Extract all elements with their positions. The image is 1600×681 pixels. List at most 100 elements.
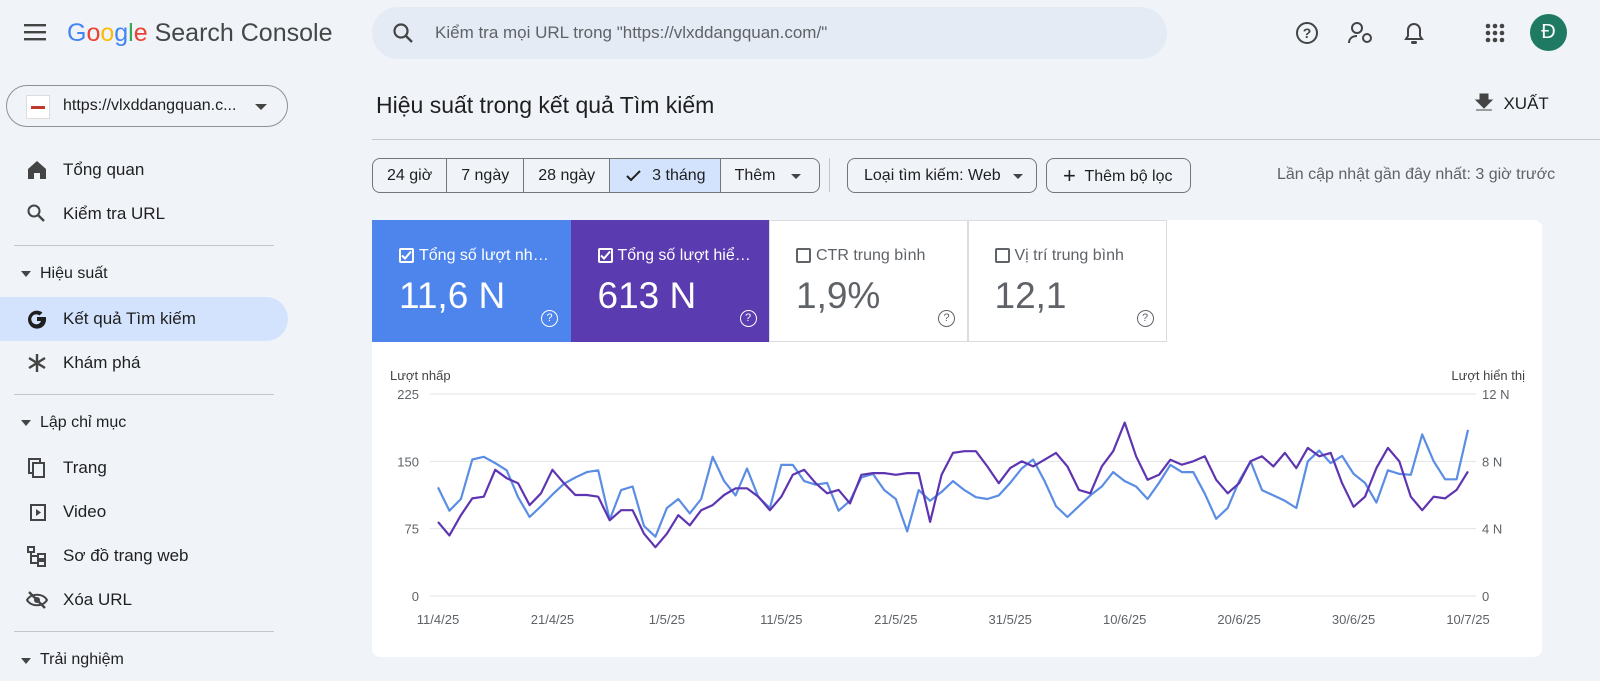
discover-icon [28, 354, 46, 372]
add-filter-button[interactable]: + Thêm bộ lọc [1046, 158, 1191, 193]
divider [372, 139, 1600, 140]
collapse-arrow[interactable] [21, 271, 31, 277]
help-icon[interactable]: ? [1136, 310, 1154, 327]
collapse-arrow[interactable] [21, 658, 31, 664]
nav-item[interactable]: Kết quả Tìm kiếm [63, 309, 196, 328]
page-title: Hiệu suất trong kết quả Tìm kiếm [376, 92, 715, 118]
series-line [437, 429, 1470, 538]
date-range-chip[interactable]: 24 giờ [373, 159, 448, 192]
y2-tick-label: 0 [1482, 589, 1489, 604]
property-url: https://vlxddangquan.c... [63, 97, 237, 114]
settings-icon[interactable] [1348, 21, 1374, 45]
google-icon [28, 310, 47, 329]
property-selector[interactable]: https://vlxddangquan.c... [6, 85, 288, 127]
x-tick-label: 21/4/25 [531, 612, 574, 627]
download-icon [1474, 93, 1494, 111]
nav-item[interactable]: Tổng quan [63, 160, 145, 179]
x-tick-label: 10/7/25 [1446, 612, 1489, 627]
last-updated: Lần cập nhật gần đây nhất: 3 giờ trước [1277, 166, 1556, 183]
y-tick-label: 225 [397, 387, 419, 402]
nav-item[interactable]: Khám phá [63, 353, 141, 372]
x-tick-label: 10/6/25 [1103, 612, 1146, 627]
active-highlight [0, 297, 288, 341]
metric-label: Tổng số lượt hiể… [617, 247, 751, 264]
nav-item[interactable]: Sơ đồ trang web [63, 546, 189, 565]
x-tick-label: 11/4/25 [417, 612, 459, 627]
section-title[interactable]: Trải nghiệm [40, 651, 124, 668]
export-button[interactable]: XUẤT [1474, 92, 1549, 114]
metric-label: Vị trí trung bình [1014, 247, 1124, 264]
check-icon [401, 250, 412, 260]
date-range-chip[interactable]: 7 ngày [447, 159, 525, 192]
sitemap-icon [27, 546, 46, 567]
y-tick-label: 75 [405, 522, 419, 537]
search-icon [27, 204, 45, 222]
date-range-chip[interactable]: 3 tháng [610, 159, 721, 192]
check-icon [626, 170, 641, 182]
metric-value: 12,1 [994, 275, 1067, 316]
notifications-icon[interactable] [1403, 21, 1425, 45]
nav-item[interactable]: Video [63, 502, 107, 521]
metric-card[interactable]: CTR trung bình 1,9%? [769, 220, 968, 342]
menu-button[interactable] [24, 22, 48, 44]
brand-letter: G [67, 19, 87, 47]
brand-letter: l [128, 19, 134, 47]
metric-card[interactable]: Tổng số lượt hiể… 613 N? [570, 220, 770, 342]
product-name: Search Console [154, 19, 333, 47]
export-label: XUẤT [1503, 94, 1549, 113]
divider [14, 245, 274, 246]
performance-chart: Lượt nhấp Lượt hiển thị 0 75 150 225 0 4 N 8 N 12… [390, 368, 1525, 627]
help-icon[interactable]: ? [739, 310, 757, 327]
metric-card[interactable]: Vị trí trung bình 12,1? [967, 220, 1167, 342]
checkbox [994, 248, 1010, 263]
help-icon[interactable]: ? [1295, 21, 1319, 45]
avatar[interactable]: Đ [1530, 14, 1567, 51]
checkbox [796, 248, 811, 263]
x-tick-label: 30/6/25 [1332, 612, 1375, 627]
brand-letter: g [114, 19, 129, 47]
nav-item[interactable]: Kiểm tra URL [63, 204, 166, 223]
brand-letter: o [86, 19, 101, 47]
divider [14, 394, 274, 395]
date-range-chip[interactable]: 28 ngày [524, 159, 611, 192]
collapse-arrow[interactable] [21, 420, 31, 426]
nav-item[interactable]: Trang [63, 458, 107, 477]
section-title[interactable]: Hiệu suất [40, 265, 108, 282]
x-tick-label: 1/5/25 [649, 612, 685, 627]
checkbox [399, 248, 414, 263]
date-range-chips: 24 giờ 7 ngày 28 ngày 3 tháng Thêm [372, 158, 821, 193]
filter-label: Loại tìm kiếm: Web [864, 167, 1001, 184]
search-box[interactable]: Kiểm tra mọi URL trong "https://vlxddang… [372, 7, 1167, 59]
series-line [437, 421, 1469, 549]
checkbox [597, 248, 613, 263]
section-title[interactable]: Lập chỉ mục [40, 414, 127, 431]
divider [829, 158, 830, 192]
y2-tick-label: 12 N [1482, 387, 1509, 402]
video-icon [30, 504, 46, 521]
y-axis-title: Lượt nhấp [390, 368, 451, 383]
add-filter-label: Thêm bộ lọc [1084, 168, 1173, 185]
check-icon [599, 250, 611, 260]
metric-value: 1,9% [796, 275, 881, 316]
search-placeholder: Kiểm tra mọi URL trong "https://vlxddang… [435, 23, 828, 42]
search-icon [393, 23, 413, 43]
logo[interactable]: Google Search Console [67, 19, 332, 48]
metric-value: 11,6 N [399, 275, 506, 316]
help-icon[interactable]: ? [541, 310, 558, 327]
brand-letter: e [133, 19, 148, 47]
help-icon[interactable]: ? [938, 310, 955, 327]
home-icon [28, 161, 46, 179]
more-ranges[interactable]: Thêm [721, 159, 820, 192]
y-tick-label: 0 [412, 589, 419, 604]
y2-tick-label: 4 N [1482, 522, 1502, 537]
search-type-filter[interactable]: Loại tìm kiếm: Web [847, 158, 1037, 193]
apps-icon[interactable] [1485, 23, 1505, 43]
nav-item[interactable]: Xóa URL [63, 590, 132, 609]
metric-card[interactable]: Tổng số lượt nh… 11,6 N? [372, 220, 571, 342]
metric-label: Tổng số lượt nh… [419, 247, 549, 264]
pages-icon [28, 458, 45, 478]
x-tick-label: 11/5/25 [760, 612, 802, 627]
brand: Google [67, 19, 148, 47]
y2-axis-title: Lượt hiển thị [1451, 368, 1525, 383]
